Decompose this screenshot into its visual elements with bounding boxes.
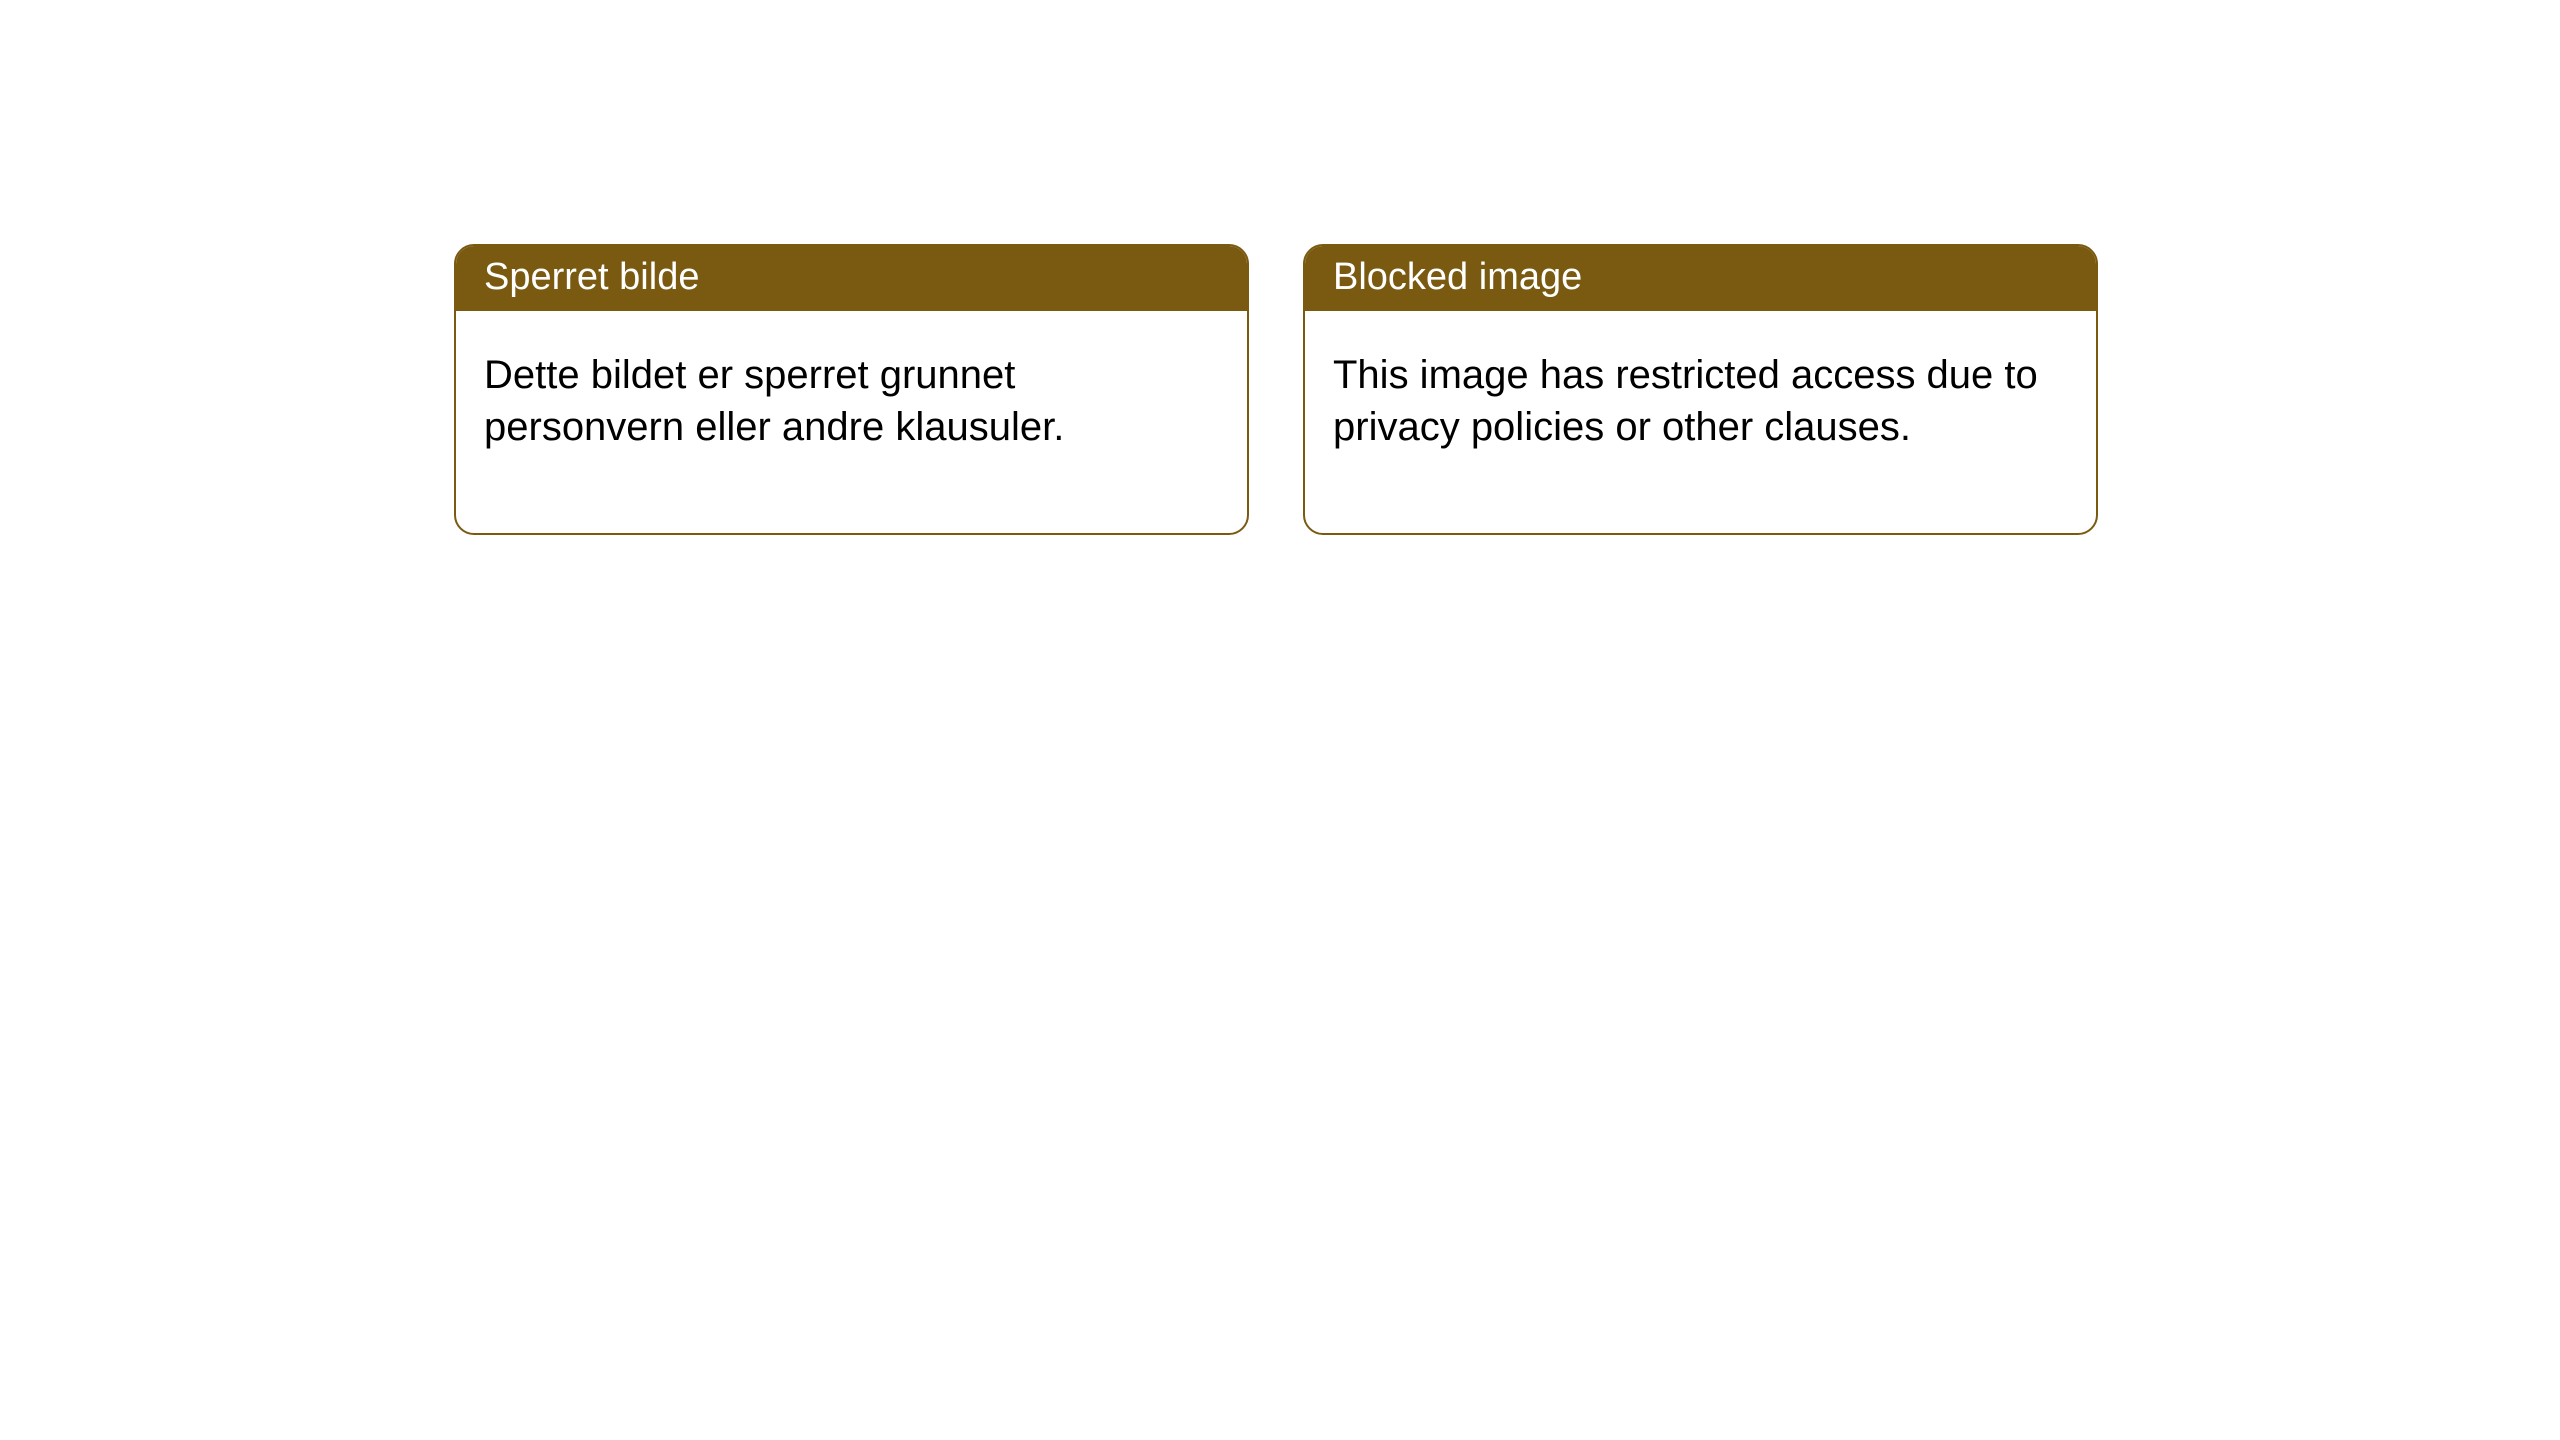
notice-card-english: Blocked image This image has restricted … xyxy=(1303,244,2098,535)
notice-card-norwegian: Sperret bilde Dette bildet er sperret gr… xyxy=(454,244,1249,535)
notice-card-title: Blocked image xyxy=(1305,246,2096,311)
notice-card-title: Sperret bilde xyxy=(456,246,1247,311)
notice-card-body: Dette bildet er sperret grunnet personve… xyxy=(456,311,1247,533)
notice-card-body: This image has restricted access due to … xyxy=(1305,311,2096,533)
notice-cards-container: Sperret bilde Dette bildet er sperret gr… xyxy=(0,0,2560,535)
